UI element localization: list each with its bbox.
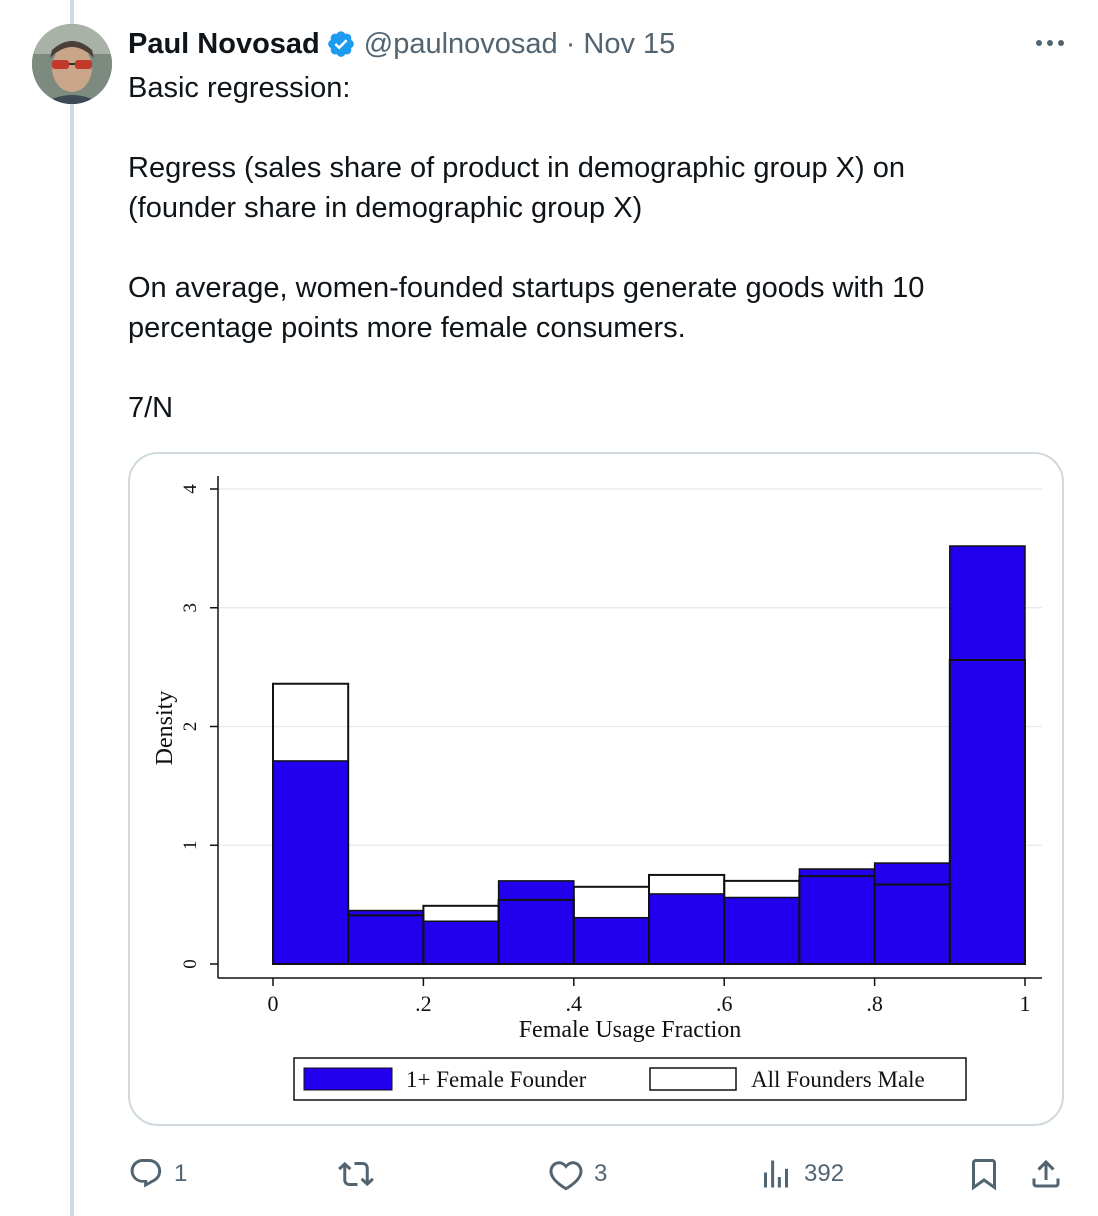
x-tick-label: .6 [716, 991, 733, 1016]
bar-female-founder [272, 760, 349, 965]
y-tick-label: 0 [180, 959, 201, 969]
x-tick-label: .4 [566, 991, 583, 1016]
like-icon [549, 1161, 583, 1191]
views-icon [764, 1160, 788, 1188]
y-tick-label: 1 [180, 841, 201, 851]
bar-female-founder [497, 880, 575, 965]
y-tick-label: 3 [180, 603, 201, 613]
bar-female-founder [723, 896, 801, 965]
bar-female-founder [873, 862, 951, 965]
thread-line [70, 0, 74, 1216]
avatar-image [32, 24, 112, 104]
y-tick-label: 2 [180, 722, 201, 732]
tweet-text-line: Basic regression: [128, 72, 351, 104]
bookmark-button[interactable] [966, 1150, 1002, 1198]
share-button[interactable] [1028, 1150, 1064, 1198]
views-button[interactable]: 392 [758, 1150, 844, 1198]
tweet-text-gap [128, 108, 1038, 148]
author-handle[interactable]: @paulnovosad [363, 27, 558, 60]
more-icon[interactable] [1032, 28, 1068, 58]
views-count: 392 [804, 1160, 845, 1187]
share-icon [1032, 1159, 1060, 1188]
bar-all-male [272, 682, 350, 965]
legend-box [293, 1057, 967, 1101]
legend-label-all-male: All Founders Male [751, 1067, 925, 1092]
avatar[interactable] [32, 24, 112, 104]
tweet-text-line: 7/N [128, 392, 174, 424]
bar-all-male [948, 659, 1026, 965]
like-count: 3 [594, 1160, 608, 1187]
tweet-text-line: percentage points more female consumers. [128, 312, 686, 344]
x-tick-label: .2 [415, 991, 432, 1016]
tweet-header: Paul Novosad @paulnovosad · Nov 15 [128, 24, 1068, 64]
verified-icon [327, 31, 354, 57]
x-axis-label: Female Usage Fraction [519, 1017, 742, 1043]
tweet-text-line: (founder share in demographic group X) [128, 192, 643, 224]
reply-count: 1 [174, 1160, 188, 1187]
bookmark-icon [972, 1159, 996, 1191]
histogram-chart: 0 1 2 3 4 0 .2 .4 .6 .8 1 Female Usage Fraction Dens… [152, 476, 1042, 1101]
y-axis-label: Density [152, 691, 178, 766]
reply-icon [130, 1159, 162, 1188]
x-tick-label: 1 [1020, 991, 1031, 1016]
y-tick-label: 4 [180, 484, 201, 494]
action-bar: 1 3 392 [128, 1150, 1068, 1198]
separator-dot: · [565, 27, 576, 60]
bar-female-founder [949, 545, 1026, 965]
repost-button[interactable] [338, 1150, 384, 1198]
bar-female-founder [648, 893, 725, 965]
like-button[interactable]: 3 [548, 1150, 607, 1198]
legend-label-female-founder: 1+ Female Founder [406, 1067, 587, 1092]
author-name[interactable]: Paul Novosad [128, 27, 320, 60]
x-tick-label: .8 [866, 991, 883, 1016]
bar-female-founder [798, 868, 876, 965]
tweet-text-line: Regress (sales share of product in demog… [128, 152, 905, 184]
bar-female-founder [573, 916, 650, 965]
bar-female-founder [347, 909, 425, 965]
tweet-text: Basic regression: Regress (sales share of… [128, 68, 1038, 428]
legend-swatch-all-male [649, 1067, 737, 1091]
tweet-text-gap [128, 228, 1038, 268]
reply-button[interactable]: 1 [128, 1150, 187, 1198]
media-card[interactable]: 0 1 2 3 4 0 .2 .4 .6 .8 1 Female Usage Fraction Dens… [128, 452, 1064, 1126]
tweet-date[interactable]: Nov 15 [583, 27, 676, 60]
x-tick-label: 0 [268, 991, 279, 1016]
repost-icon [338, 1161, 374, 1187]
legend-swatch-female-founder [303, 1067, 393, 1091]
bar-female-founder [422, 920, 500, 965]
tweet-text-gap [128, 348, 1038, 388]
tweet-text-line: On average, women-founded startups gener… [128, 272, 925, 304]
